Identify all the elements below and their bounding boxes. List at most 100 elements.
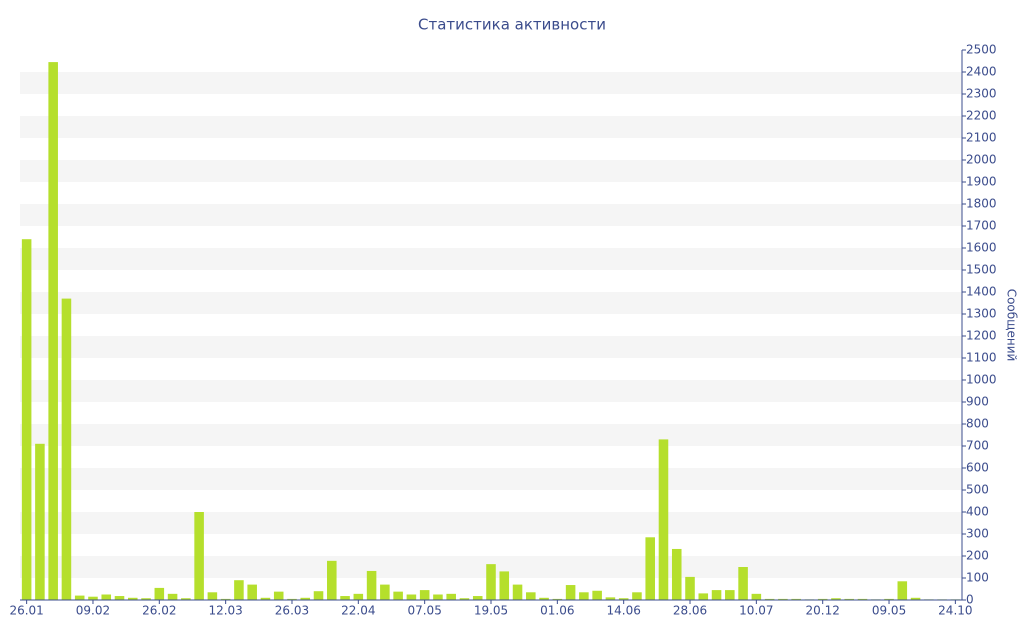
grid-band	[20, 292, 962, 314]
bar	[592, 590, 602, 600]
bar	[406, 594, 417, 600]
bar	[685, 576, 695, 600]
bar	[327, 560, 337, 600]
bar	[831, 598, 841, 600]
bar	[778, 598, 788, 600]
grid-band	[20, 248, 962, 270]
y-tick-label: 1000	[966, 373, 997, 387]
bar	[340, 596, 350, 600]
bar	[884, 598, 894, 600]
y-tick-label: 2500	[966, 43, 997, 57]
bar	[194, 512, 204, 600]
y-tick-label: 800	[966, 417, 989, 431]
y-tick-label: 2200	[966, 109, 997, 123]
y-tick-label: 1500	[966, 263, 997, 277]
bar	[605, 597, 616, 600]
y-axis-label: Сообщений	[1005, 289, 1019, 362]
y-tick-label: 300	[966, 527, 989, 541]
bar	[247, 584, 257, 600]
x-tick-label: 09.05	[872, 604, 906, 618]
bar	[207, 592, 218, 600]
grid-band	[20, 204, 962, 226]
bar	[764, 598, 775, 600]
bar	[910, 597, 921, 600]
x-tick-label: 19.05	[474, 604, 508, 618]
bar	[499, 571, 510, 600]
bar	[738, 567, 748, 600]
bar	[645, 537, 655, 600]
y-tick-label: 1200	[966, 329, 997, 343]
y-tick-label: 2300	[966, 87, 997, 101]
bar	[88, 596, 98, 600]
y-tick-label: 1600	[966, 241, 997, 255]
bar	[141, 598, 151, 600]
x-tick-label: 26.01	[9, 604, 43, 618]
x-tick-label: 28.06	[673, 604, 707, 618]
bar	[579, 592, 589, 600]
x-tick-label: 01.06	[540, 604, 574, 618]
bar	[817, 598, 828, 600]
grid-band	[20, 336, 962, 358]
bar	[260, 597, 271, 600]
y-tick-label: 1400	[966, 285, 997, 299]
x-tick-label: 20.12	[806, 604, 840, 618]
y-tick-label: 2400	[966, 65, 997, 79]
bar	[751, 593, 762, 600]
bar	[35, 443, 45, 600]
bar	[74, 595, 85, 600]
bar	[234, 580, 244, 600]
bar	[711, 590, 722, 600]
bar	[114, 596, 125, 600]
bar	[526, 592, 536, 600]
grid-band	[20, 72, 962, 94]
bar	[380, 584, 390, 600]
y-tick-label: 2100	[966, 131, 997, 145]
grid-band	[20, 160, 962, 182]
y-tick-label: 500	[966, 483, 989, 497]
bar	[565, 585, 576, 600]
bar	[512, 584, 523, 600]
y-tick-label: 0	[966, 593, 974, 607]
y-tick-label: 1100	[966, 351, 997, 365]
y-tick-label: 200	[966, 549, 989, 563]
grid-band	[20, 512, 962, 534]
bar	[366, 570, 377, 600]
bar	[857, 598, 868, 600]
bar	[21, 239, 32, 600]
bar	[632, 592, 642, 600]
y-tick-label: 1900	[966, 175, 997, 189]
x-tick-label: 26.03	[275, 604, 309, 618]
grid-band	[20, 424, 962, 446]
y-tick-label: 900	[966, 395, 989, 409]
y-tick-label: 2000	[966, 153, 997, 167]
bar	[48, 62, 58, 601]
y-tick-label: 1300	[966, 307, 997, 321]
bar	[433, 594, 443, 600]
bar	[167, 593, 178, 600]
y-tick-label: 1700	[966, 219, 997, 233]
bar	[552, 598, 563, 600]
x-tick-label: 26.02	[142, 604, 176, 618]
bar	[101, 594, 112, 600]
bar	[419, 590, 430, 600]
x-tick-label: 09.02	[76, 604, 110, 618]
grid-band	[20, 468, 962, 490]
x-tick-label: 10.07	[739, 604, 773, 618]
bar	[181, 598, 191, 600]
bar	[220, 598, 231, 600]
bar	[791, 598, 801, 600]
bar	[393, 591, 403, 600]
grid-band	[20, 380, 962, 402]
bar	[844, 598, 855, 600]
bar	[313, 591, 324, 600]
x-tick-label: 22.04	[341, 604, 375, 618]
x-tick-label: 14.06	[606, 604, 640, 618]
bar	[618, 598, 629, 600]
y-tick-label: 400	[966, 505, 989, 519]
y-tick-label: 1800	[966, 197, 997, 211]
bar	[287, 598, 297, 600]
bar	[658, 439, 669, 600]
bar	[446, 593, 456, 600]
grid-band	[20, 116, 962, 138]
